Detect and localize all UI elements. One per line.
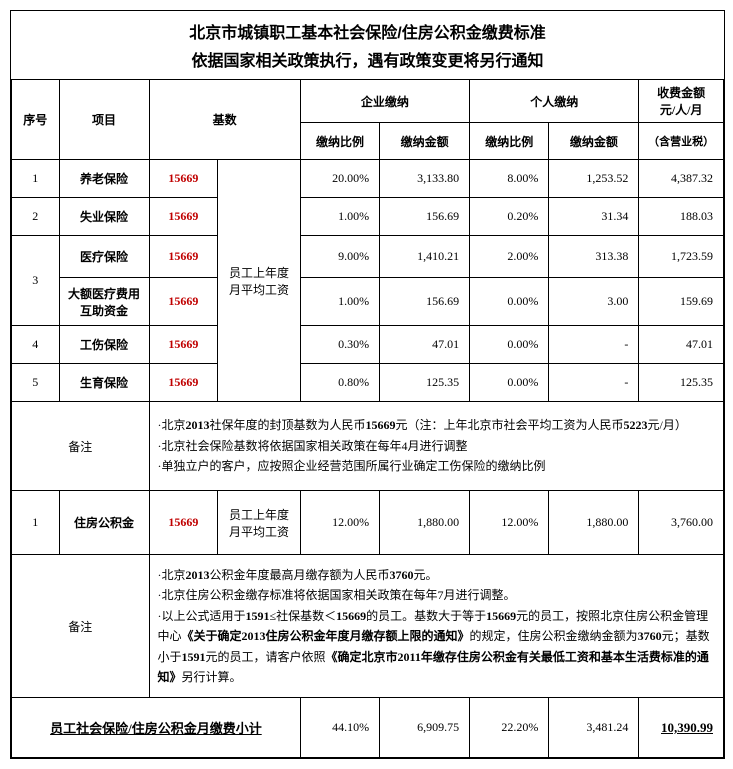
- col-base: 基数: [149, 80, 300, 160]
- col-fee-note: （含营业税）: [639, 123, 724, 160]
- cell-c-amt: 3,133.80: [380, 160, 470, 198]
- fund-row: 1 住房公积金 15669 员工上年度月平均工资 12.00% 1,880.00…: [12, 491, 724, 555]
- note1-label: 备注: [12, 402, 150, 491]
- note1-row: 备注 ·北京2013社保年度的封顶基数为人民币15669元（注：上年北京市社会平…: [12, 402, 724, 491]
- col-fee: 收费金额 元/人/月: [639, 80, 724, 123]
- note2-row: 备注 ·北京2013公积金年度最高月缴存额为人民币3760元。·北京住房公积金缴…: [12, 555, 724, 698]
- total-row: 员工社会保险/住房公积金月缴费小计 44.10% 6,909.75 22.20%…: [12, 698, 724, 758]
- table-row: 5 生育保险 15669 0.80% 125.35 0.00% - 125.35: [12, 364, 724, 402]
- cell-seq: 1: [12, 160, 60, 198]
- cell-fee: 4,387.32: [639, 160, 724, 198]
- table-row: 2 失业保险 15669 1.00% 156.69 0.20% 31.34 18…: [12, 198, 724, 236]
- col-company: 企业缴纳: [300, 80, 469, 123]
- col-item: 项目: [59, 80, 149, 160]
- col-c-amt: 缴纳金额: [380, 123, 470, 160]
- col-seq: 序号: [12, 80, 60, 160]
- cell-p-amt: 1,253.52: [549, 160, 639, 198]
- title: 北京市城镇职工基本社会保险/住房公积金缴费标准: [11, 11, 724, 45]
- table-row: 4 工伤保险 15669 0.30% 47.01 0.00% - 47.01: [12, 326, 724, 364]
- cell-c-rate: 20.00%: [300, 160, 379, 198]
- total-fee: 10,390.99: [639, 698, 724, 758]
- col-p-rate: 缴纳比例: [470, 123, 549, 160]
- col-c-rate: 缴纳比例: [300, 123, 379, 160]
- cell-base-desc: 员工上年度月平均工资: [218, 160, 301, 402]
- note2-body: ·北京2013公积金年度最高月缴存额为人民币3760元。·北京住房公积金缴存标准…: [149, 555, 723, 698]
- main-table: 序号 项目 基数 企业缴纳 个人缴纳 收费金额 元/人/月 缴纳比例 缴纳金额 …: [11, 79, 724, 758]
- col-personal: 个人缴纳: [470, 80, 639, 123]
- table-row: 3 医疗保险 15669 9.00% 1,410.21 2.00% 313.38…: [12, 236, 724, 278]
- total-label: 员工社会保险/住房公积金月缴费小计: [12, 698, 301, 758]
- header-row-1: 序号 项目 基数 企业缴纳 个人缴纳 收费金额 元/人/月: [12, 80, 724, 123]
- cell-base: 15669: [149, 160, 218, 198]
- table-row: 大额医疗费用互助资金 15669 1.00% 156.69 0.00% 3.00…: [12, 278, 724, 326]
- note2-label: 备注: [12, 555, 150, 698]
- col-p-amt: 缴纳金额: [549, 123, 639, 160]
- subtitle: 依据国家相关政策执行，遇有政策变更将另行通知: [11, 45, 724, 79]
- cell-item: 养老保险: [59, 160, 149, 198]
- table-row: 1 养老保险 15669 员工上年度月平均工资 20.00% 3,133.80 …: [12, 160, 724, 198]
- cell-p-rate: 8.00%: [470, 160, 549, 198]
- note1-body: ·北京2013社保年度的封顶基数为人民币15669元（注：上年北京市社会平均工资…: [149, 402, 723, 491]
